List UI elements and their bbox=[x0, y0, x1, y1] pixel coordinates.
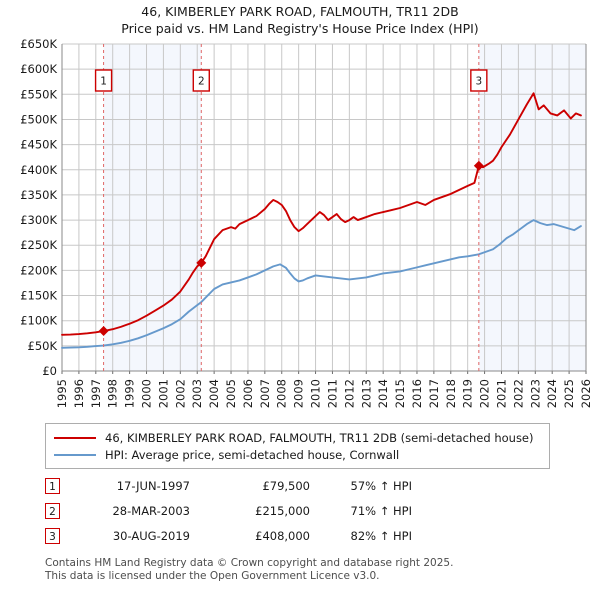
transaction-date-3: 30-AUG-2019 bbox=[112, 528, 190, 543]
svg-text:2000: 2000 bbox=[140, 379, 154, 408]
svg-text:2015: 2015 bbox=[393, 379, 407, 408]
svg-text:2002: 2002 bbox=[173, 379, 187, 408]
svg-text:£350K: £350K bbox=[20, 188, 57, 202]
svg-text:2013: 2013 bbox=[359, 379, 373, 408]
svg-text:2003: 2003 bbox=[190, 379, 204, 408]
transaction-hpi-3: 82% ↑ HPI bbox=[350, 528, 412, 543]
transaction-date-2: 28-MAR-2003 bbox=[112, 503, 190, 518]
svg-text:£0: £0 bbox=[42, 364, 57, 378]
svg-text:2018: 2018 bbox=[444, 379, 458, 408]
svg-text:2012: 2012 bbox=[342, 379, 356, 408]
transaction-hpi-2: 71% ↑ HPI bbox=[350, 503, 412, 518]
svg-text:1997: 1997 bbox=[89, 379, 103, 408]
svg-text:2014: 2014 bbox=[376, 379, 390, 408]
svg-text:3: 3 bbox=[475, 76, 482, 88]
svg-text:£300K: £300K bbox=[20, 213, 57, 227]
svg-text:1998: 1998 bbox=[106, 379, 120, 408]
page-title: 46, KIMBERLEY PARK ROAD, FALMOUTH, TR11 … bbox=[0, 3, 600, 37]
svg-text:£450K: £450K bbox=[20, 138, 57, 152]
legend-item-property: 46, KIMBERLEY PARK ROAD, FALMOUTH, TR11 … bbox=[54, 429, 541, 446]
svg-text:£550K: £550K bbox=[20, 87, 57, 101]
footer-line-2: This data is licensed under the Open Gov… bbox=[45, 569, 380, 582]
svg-text:2024: 2024 bbox=[545, 379, 559, 408]
legend-swatch-property bbox=[54, 436, 96, 439]
svg-text:£50K: £50K bbox=[28, 339, 58, 353]
svg-text:2011: 2011 bbox=[325, 379, 339, 408]
price-hpi-line-chart: £0 £50K £100K £150K £200K £250K £300K £350K £400… bbox=[20, 37, 593, 408]
svg-text:2020: 2020 bbox=[478, 379, 492, 408]
svg-text:1996: 1996 bbox=[72, 379, 86, 408]
title-line-2: Price paid vs. HM Land Registry's House … bbox=[121, 21, 479, 36]
transaction-badge-2: 2 bbox=[45, 502, 60, 519]
legend-item-hpi: HPI: Average price, semi-detached house,… bbox=[54, 446, 541, 463]
svg-text:£650K: £650K bbox=[20, 37, 57, 51]
svg-text:2025: 2025 bbox=[562, 379, 576, 408]
svg-text:2023: 2023 bbox=[528, 379, 542, 408]
svg-text:£200K: £200K bbox=[20, 263, 57, 277]
table-row: 3 30-AUG-2019 £408,000 82% ↑ HPI bbox=[45, 523, 465, 548]
svg-text:£150K: £150K bbox=[20, 289, 57, 303]
svg-text:2004: 2004 bbox=[207, 379, 221, 408]
svg-text:2009: 2009 bbox=[292, 379, 306, 408]
svg-text:2016: 2016 bbox=[410, 379, 424, 408]
svg-text:2: 2 bbox=[198, 76, 205, 88]
svg-text:2007: 2007 bbox=[258, 379, 272, 408]
svg-text:2008: 2008 bbox=[275, 379, 289, 408]
svg-text:£500K: £500K bbox=[20, 112, 57, 126]
svg-text:£400K: £400K bbox=[20, 163, 57, 177]
svg-text:£250K: £250K bbox=[20, 238, 57, 252]
svg-text:2022: 2022 bbox=[511, 379, 525, 408]
svg-text:2005: 2005 bbox=[224, 379, 238, 408]
title-line-1: 46, KIMBERLEY PARK ROAD, FALMOUTH, TR11 … bbox=[141, 4, 459, 19]
svg-text:1995: 1995 bbox=[55, 379, 69, 408]
legend-label-property: 46, KIMBERLEY PARK ROAD, FALMOUTH, TR11 … bbox=[105, 430, 534, 445]
transaction-badge-3: 3 bbox=[45, 527, 60, 544]
transactions-table: 1 17-JUN-1997 £79,500 57% ↑ HPI 2 28-MAR… bbox=[45, 473, 465, 548]
footer-line-1: Contains HM Land Registry data © Crown c… bbox=[45, 557, 454, 569]
transaction-price-3: £408,000 bbox=[255, 528, 310, 543]
svg-text:1999: 1999 bbox=[123, 379, 137, 408]
svg-text:1: 1 bbox=[100, 76, 107, 88]
svg-text:2001: 2001 bbox=[156, 379, 170, 408]
transaction-price-2: £215,000 bbox=[255, 503, 310, 518]
transaction-date-1: 17-JUN-1997 bbox=[116, 478, 190, 493]
svg-text:£600K: £600K bbox=[20, 62, 57, 76]
svg-text:£100K: £100K bbox=[20, 314, 57, 328]
transaction-hpi-1: 57% ↑ HPI bbox=[350, 478, 412, 493]
svg-text:2017: 2017 bbox=[427, 379, 441, 408]
svg-text:2026: 2026 bbox=[579, 379, 593, 408]
table-row: 1 17-JUN-1997 £79,500 57% ↑ HPI bbox=[45, 473, 465, 498]
svg-text:2021: 2021 bbox=[494, 379, 508, 408]
table-row: 2 28-MAR-2003 £215,000 71% ↑ HPI bbox=[45, 498, 465, 523]
transaction-badge-1: 1 bbox=[45, 477, 60, 494]
legend-swatch-hpi bbox=[54, 453, 96, 456]
legend-label-hpi: HPI: Average price, semi-detached house,… bbox=[105, 447, 400, 462]
chart-legend: 46, KIMBERLEY PARK ROAD, FALMOUTH, TR11 … bbox=[45, 423, 550, 469]
svg-text:2019: 2019 bbox=[461, 379, 475, 408]
footer-attribution: Contains HM Land Registry data © Crown c… bbox=[45, 557, 565, 582]
transaction-price-1: £79,500 bbox=[262, 478, 310, 493]
svg-text:2006: 2006 bbox=[241, 379, 255, 408]
svg-text:2010: 2010 bbox=[309, 379, 323, 408]
